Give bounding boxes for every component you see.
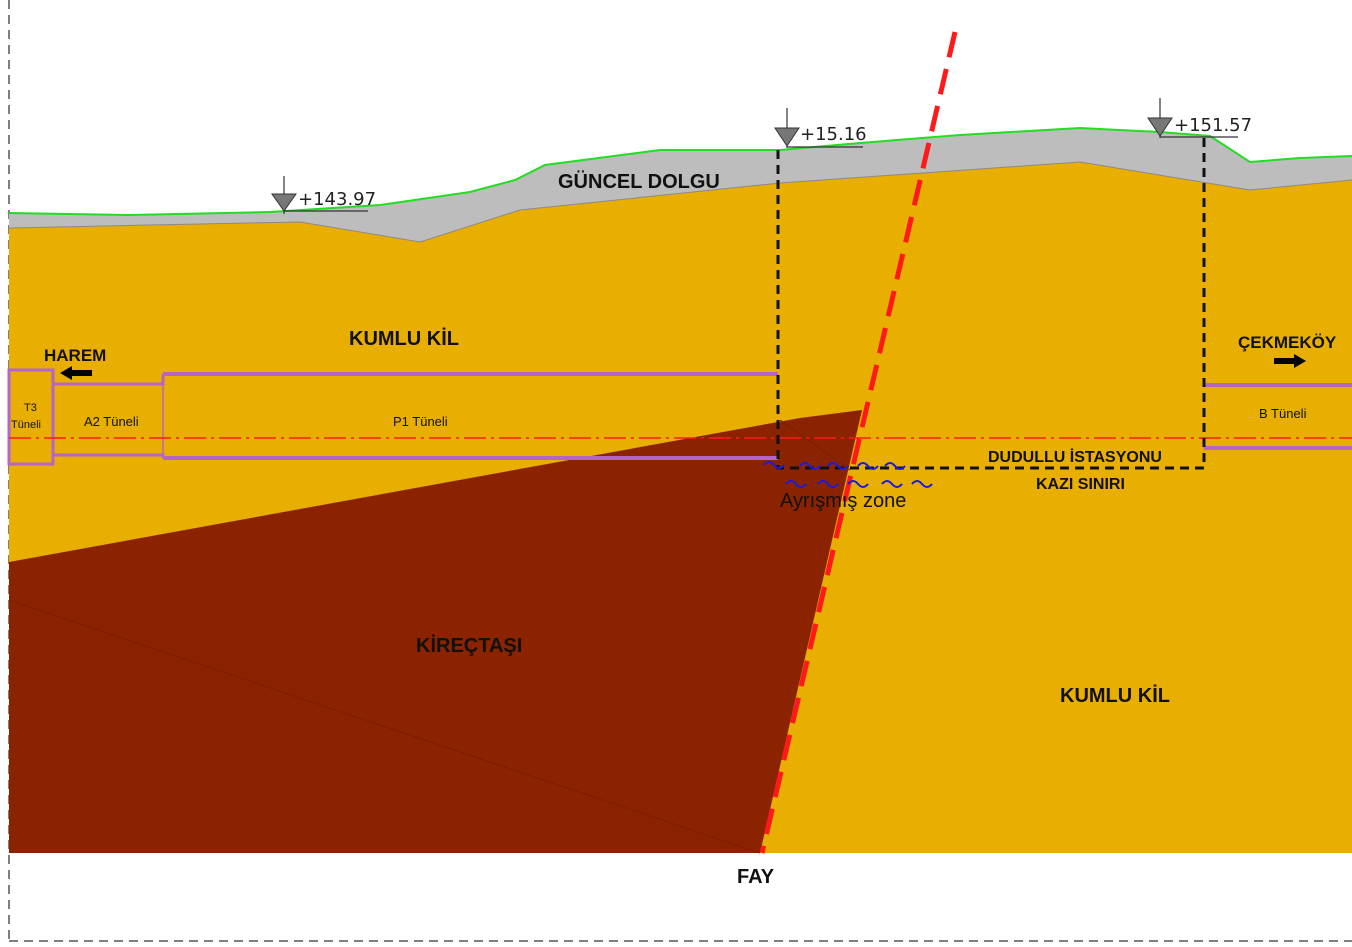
elevation-triangle-icon xyxy=(271,193,297,212)
weathered-zone-label: Ayrışmış zone xyxy=(780,490,906,512)
kumlu-kil-right-label: KUMLU KİL xyxy=(1060,684,1170,707)
t3-tunnel-label-line2: Tüneli xyxy=(11,419,41,431)
t3-tunnel-label-line1: T3 xyxy=(24,402,37,414)
elevation-label-middle: +15.16 xyxy=(800,124,867,145)
ground-surface-line xyxy=(8,126,1352,217)
arrow-left-icon xyxy=(60,366,92,380)
elevation-marker-right: +151.57 xyxy=(1147,98,1252,138)
fault-label: FAY xyxy=(737,866,775,888)
p1-tunnel-label: P1 Tüneli xyxy=(393,414,448,429)
t3-tunnel-box xyxy=(7,368,55,466)
direction-harem-label: HAREM xyxy=(44,346,106,365)
limestone-bedding-line xyxy=(8,599,761,854)
station-excavation-limit xyxy=(776,137,1206,470)
elevation-marker-left: +143.97 xyxy=(271,176,376,214)
dolgu-base-line xyxy=(8,161,1352,243)
kumlu-kil-upper-label: KUMLU KİL xyxy=(349,327,459,350)
elevation-triangle-icon xyxy=(774,127,800,147)
elevation-label-right: +151.57 xyxy=(1174,115,1252,136)
guncel-dolgu-layer xyxy=(9,128,1352,242)
elevation-triangle-icon xyxy=(1147,117,1173,137)
direction-cekmekoy-label: ÇEKMEKÖY xyxy=(1238,333,1337,352)
station-name-label: DUDULLU İSTASYONU xyxy=(988,448,1162,466)
weathered-zone-water-symbols xyxy=(763,461,933,488)
kirectasi-label: KİREÇTAŞI xyxy=(416,634,522,657)
a2-tunnel-label: A2 Tüneli xyxy=(84,414,139,429)
guncel-dolgu-label: GÜNCEL DOLGU xyxy=(558,170,720,193)
kirectasi-layer xyxy=(9,410,862,853)
elevation-label-left: +143.97 xyxy=(298,189,376,210)
excavation-limit-label: KAZI SINIRI xyxy=(1036,476,1125,493)
arrow-right-icon xyxy=(1274,354,1306,368)
elevation-marker-middle: +15.16 xyxy=(774,108,867,148)
fault-line xyxy=(759,31,958,854)
limestone-bedding-line xyxy=(779,419,851,471)
b-tunnel-label: B Tüneli xyxy=(1259,406,1307,421)
